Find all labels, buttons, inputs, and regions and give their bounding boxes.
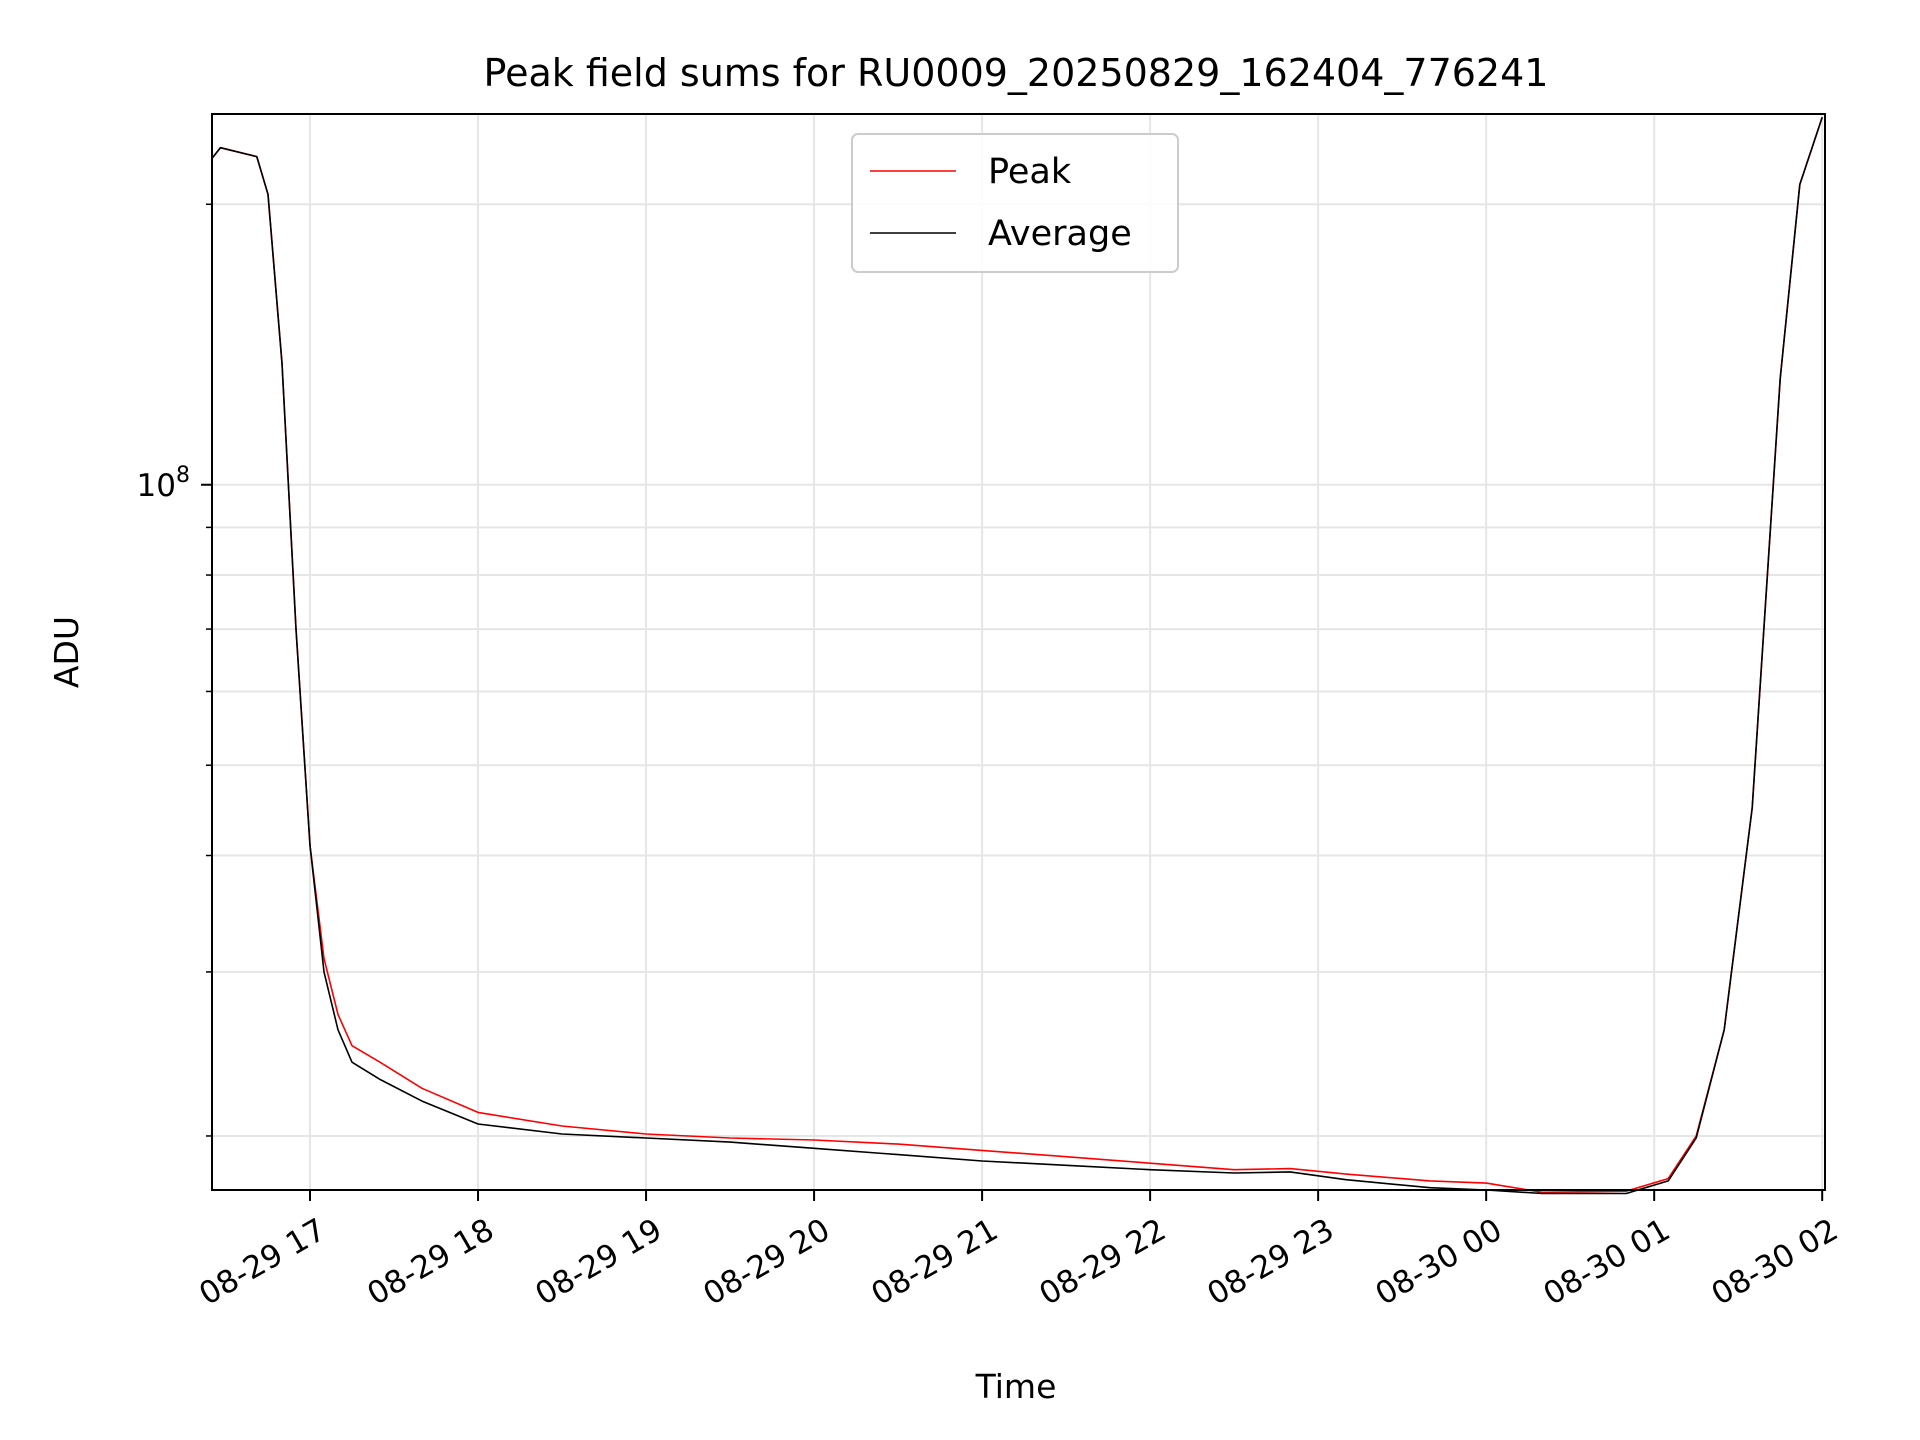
legend-average-label: Average bbox=[988, 214, 1132, 254]
plot-series bbox=[211, 117, 1823, 1195]
legend-peak-label: Peak bbox=[988, 152, 1072, 192]
legend-frame bbox=[851, 133, 1179, 273]
y-axis-ticks: 108 bbox=[137, 203, 212, 1137]
plot-frame bbox=[211, 113, 1826, 1191]
chart-title: Peak field sums for RU0009_20250829_1624… bbox=[484, 51, 1549, 95]
grid bbox=[212, 114, 1825, 1190]
series-average-line bbox=[211, 117, 1823, 1195]
x-axis-label: Time bbox=[975, 1367, 1057, 1406]
y-tick-label: 108 bbox=[137, 463, 190, 504]
y-axis-label: ADU bbox=[47, 616, 86, 688]
legend: Peak Average bbox=[851, 133, 1179, 273]
